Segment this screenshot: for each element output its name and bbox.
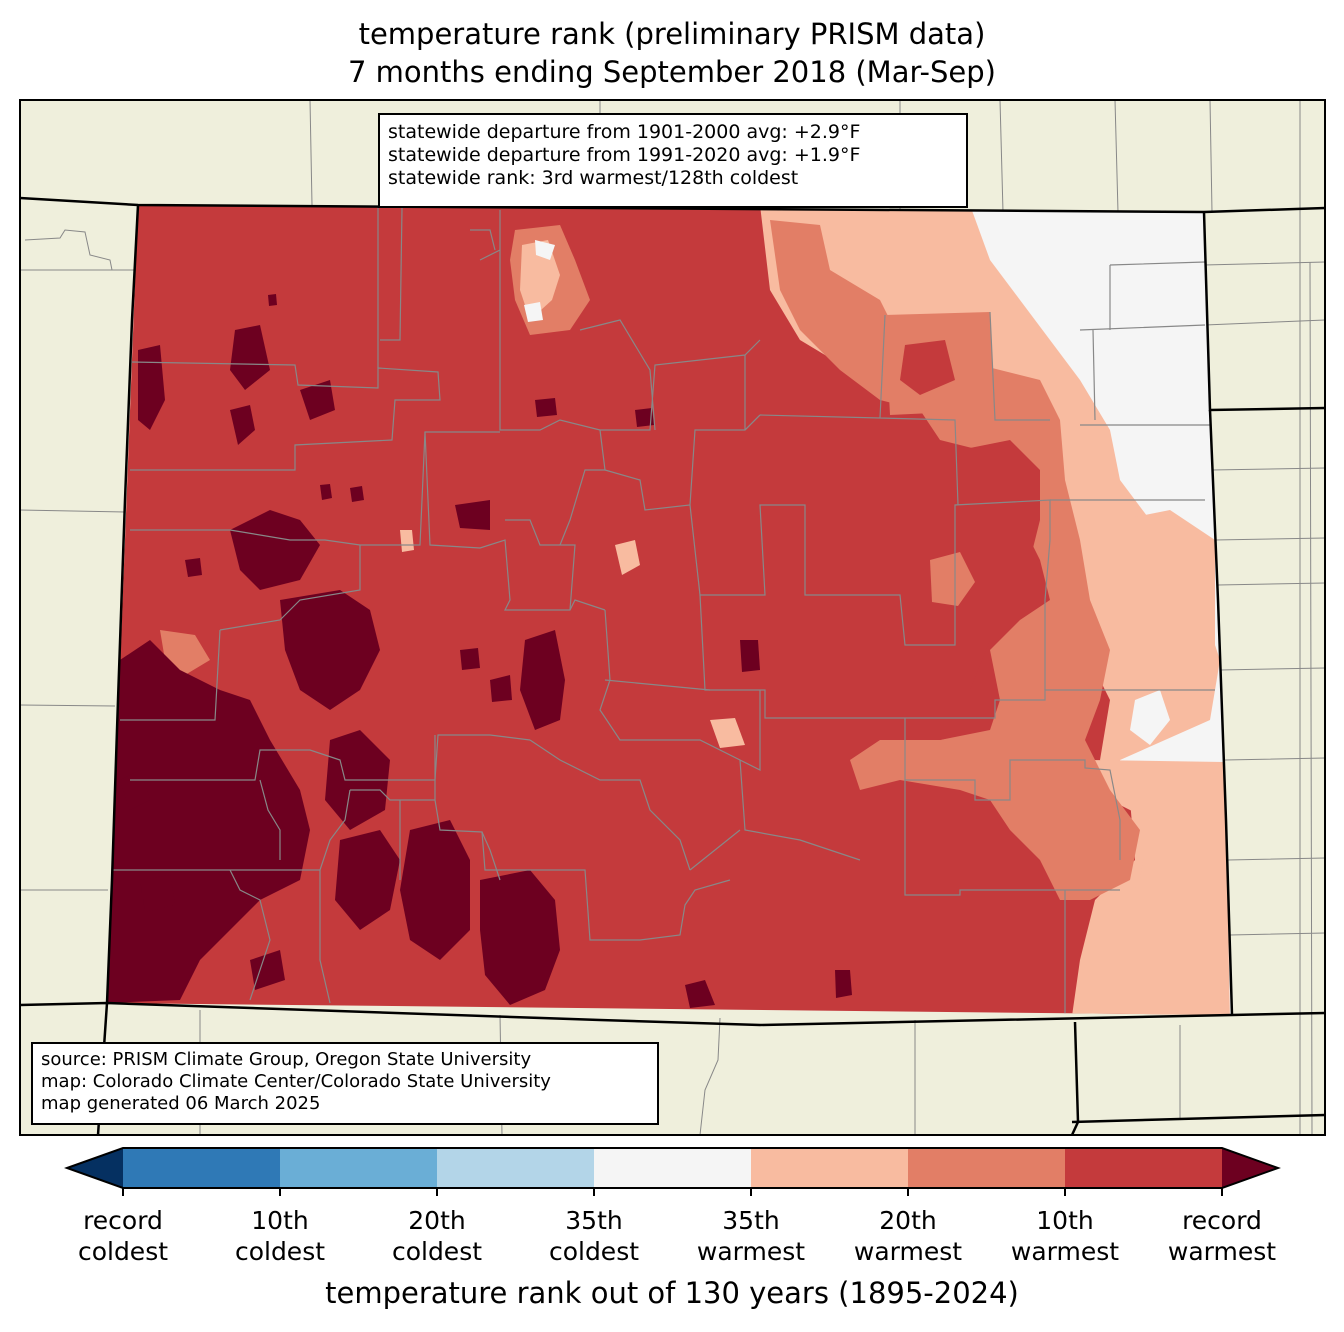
colorbar-arrow-record-warmest — [1222, 1148, 1278, 1188]
stats-statewide-rank: statewide rank: 3rd warmest/128th coldes… — [388, 167, 799, 189]
colorbar-segment-3 — [437, 1148, 594, 1188]
colorbar-tick-label: 20th warmest — [853, 1206, 963, 1266]
map-frame — [19, 99, 1326, 1136]
stats-departure-1991-2020: statewide departure from 1991-2020 avg: … — [388, 144, 861, 166]
colorbar-segment-5 — [751, 1148, 908, 1188]
colorbar-arrow-record-coldest — [67, 1148, 123, 1188]
stats-departure-1901-2000: statewide departure from 1901-2000 avg: … — [388, 121, 861, 143]
state-borders — [20, 196, 1325, 1135]
rank-contours — [107, 205, 1232, 1015]
generated-date-line: map generated 06 March 2025 — [41, 1093, 321, 1114]
colorbar-segment-1 — [123, 1148, 280, 1188]
colorbar — [64, 1147, 1281, 1196]
colorbar-segment-7 — [1065, 1148, 1222, 1188]
colorbar-title: temperature rank out of 130 years (1895-… — [325, 1276, 1019, 1310]
map-title: temperature rank (preliminary PRISM data… — [358, 17, 986, 51]
colorado-county-lines — [110, 207, 1215, 1015]
colorbar-segment-2 — [280, 1148, 437, 1188]
source-line: source: PRISM Climate Group, Oregon Stat… — [41, 1049, 532, 1070]
colorbar-tick-label: 20th coldest — [391, 1206, 483, 1266]
colorbar-segment-6 — [908, 1148, 1065, 1188]
statewide-stats-box: statewide departure from 1901-2000 avg: … — [378, 113, 968, 208]
map-subtitle: 7 months ending September 2018 (Mar-Sep) — [348, 55, 996, 89]
colorbar-tick-label: 10th coldest — [234, 1206, 326, 1266]
colorbar-tick-label: 10th warmest — [1010, 1206, 1120, 1266]
colorbar-tick-label: 35th warmest — [696, 1206, 806, 1266]
colorbar-tick-label: record coldest — [77, 1206, 169, 1266]
source-box: source: PRISM Climate Group, Oregon Stat… — [31, 1042, 659, 1125]
map-credit-line: map: Colorado Climate Center/Colorado St… — [41, 1071, 551, 1092]
colorbar-tick-label: 35th coldest — [548, 1206, 640, 1266]
colorbar-segment-4 — [594, 1148, 751, 1188]
colorbar-tick-label: record warmest — [1167, 1206, 1277, 1266]
